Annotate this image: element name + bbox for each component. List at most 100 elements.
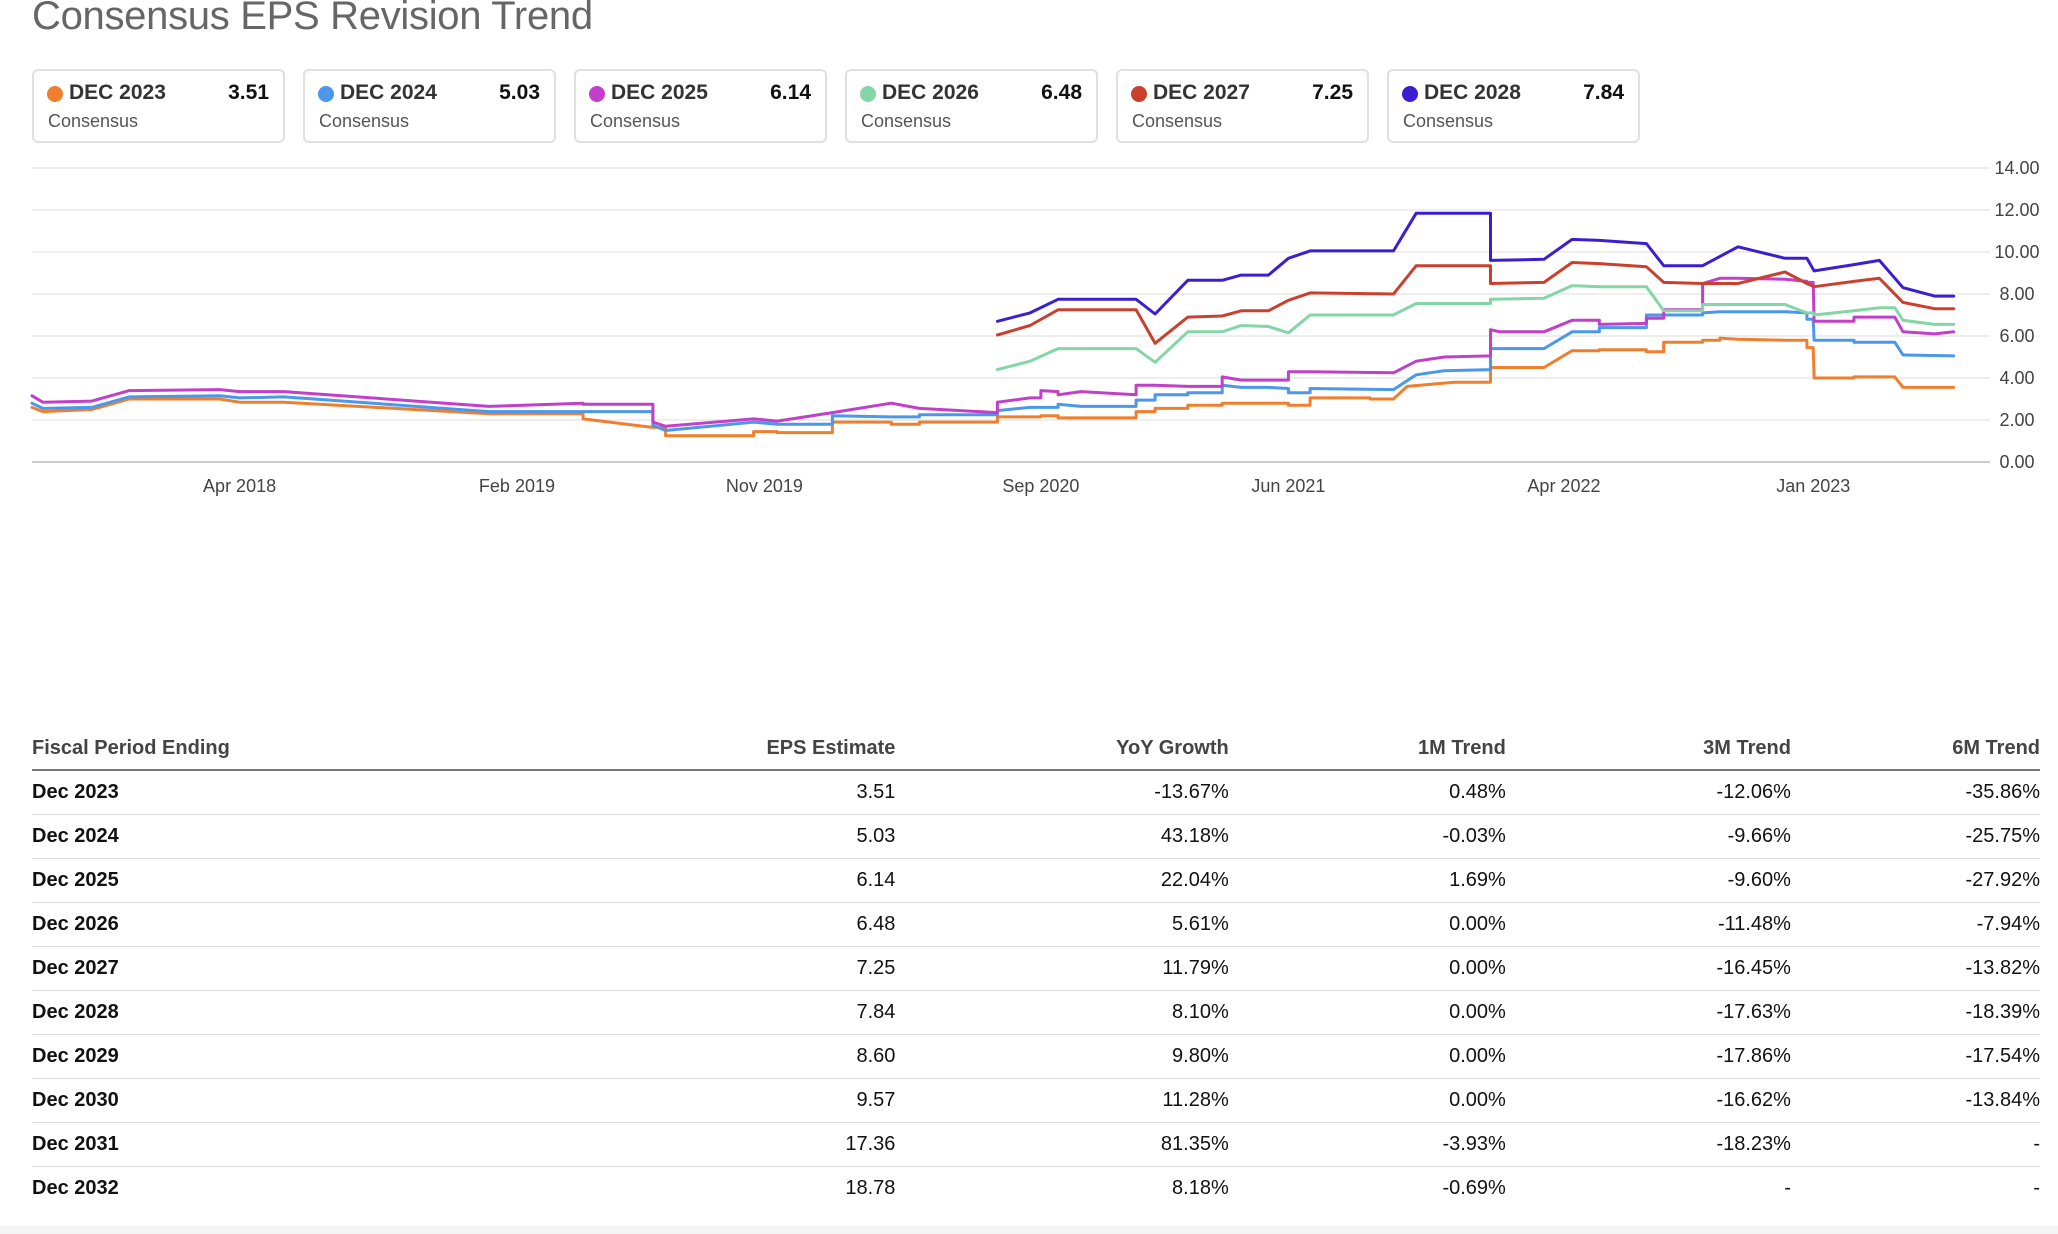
cell-eps-estimate: 3.51 [473, 770, 896, 815]
header-6m-trend[interactable]: 6M Trend [1790, 737, 2040, 771]
cell-3m-trend: -16.45% [1505, 946, 1791, 991]
table-row[interactable]: Dec 2025 6.14 22.04% 1.69% -9.60% -27.92% [32, 858, 2040, 903]
y-tick-label: 10.00 [1994, 242, 2039, 262]
cell-1m-trend: 1.69% [1228, 858, 1506, 903]
header-fiscal-period[interactable]: Fiscal Period Ending [32, 737, 474, 771]
header-eps-estimate[interactable]: EPS Estimate [473, 737, 896, 771]
series-line-dec-2025[interactable] [30, 276, 1956, 428]
series-dot-icon [318, 86, 334, 102]
card-value: 6.14 [770, 81, 811, 104]
x-tick-label: Sep 2020 [1002, 476, 1079, 496]
table-row[interactable]: Dec 2026 6.48 5.61% 0.00% -11.48% -7.94% [32, 902, 2040, 947]
series-line-dec-2026[interactable] [995, 284, 1956, 372]
cell-fiscal-period: Dec 2025 [32, 858, 474, 903]
cell-6m-trend: -7.94% [1790, 902, 2040, 947]
card-period: DEC 2023 [69, 81, 166, 104]
cell-eps-estimate: 18.78 [845, 1177, 896, 1199]
footer-band [0, 1226, 2058, 1234]
x-tick-label: Apr 2022 [1527, 476, 1600, 496]
cell-fiscal-period: Dec 2027 [32, 946, 474, 991]
card-period: DEC 2026 [882, 81, 979, 104]
cell-3m-trend: -17.63% [1505, 990, 1791, 1035]
table-row[interactable]: Dec 2029 8.60 9.80% 0.00% -17.86% -17.54% [32, 1034, 2040, 1079]
x-tick-label: Apr 2018 [203, 476, 276, 496]
x-tick-label: Feb 2019 [479, 476, 555, 496]
cell-3m-trend: -16.62% [1505, 1078, 1791, 1123]
cell-3m-trend: -18.23% [1505, 1122, 1791, 1167]
y-tick-label: 12.00 [1994, 200, 2039, 220]
series-line-dec-2023[interactable] [30, 336, 1956, 438]
cell-6m-trend: -27.92% [1790, 858, 2040, 903]
cell-fiscal-period: Dec 2029 [32, 1034, 474, 1079]
cell-eps-estimate: 6.48 [473, 902, 896, 947]
cell-yoy-growth: 11.79% [895, 946, 1229, 991]
cell-6m-trend: -25.75% [1790, 814, 2040, 859]
eps-revision-chart[interactable]: 0.00 2.00 4.00 6.00 8.00 10.00 12.00 14.00 Apr … [0, 150, 2058, 650]
table-row[interactable]: Dec 2031 17.36 81.35% -3.93% -18.23% - [32, 1122, 2040, 1167]
table-row[interactable]: Dec 2030 9.57 11.28% 0.00% -16.62% -13.84% [32, 1078, 2040, 1123]
grid-layer [32, 167, 1990, 463]
header-1m-trend[interactable]: 1M Trend [1228, 737, 1506, 771]
card-period: DEC 2027 [1153, 81, 1250, 104]
cell-3m-trend: -11.48% [1505, 902, 1791, 947]
card-label: Consensus [590, 111, 681, 131]
legend-card-dec-2023[interactable]: DEC 2023 3.51 Consensus [32, 69, 285, 143]
y-tick-label: 8.00 [1999, 284, 2034, 304]
header-3m-trend[interactable]: 3M Trend [1505, 737, 1791, 771]
table-row[interactable]: Dec 2032 18.78 8.18% -0.69% - - [32, 1167, 2040, 1211]
legend-card-dec-2025[interactable]: DEC 2025 6.14 Consensus [574, 69, 827, 143]
y-tick-label: 0.00 [1999, 452, 2034, 472]
series-line-dec-2024[interactable] [30, 310, 1956, 432]
cell-yoy-growth: -13.67% [895, 770, 1229, 815]
legend-card-dec-2024[interactable]: DEC 2024 5.03 Consensus [303, 69, 556, 143]
cell-1m-trend: -0.69% [1442, 1177, 1506, 1199]
cell-1m-trend: 0.00% [1228, 990, 1506, 1035]
legend-card-dec-2026[interactable]: DEC 2026 6.48 Consensus [845, 69, 1098, 143]
cell-6m-trend: -13.84% [1790, 1078, 2040, 1123]
cell-eps-estimate: 7.25 [473, 946, 896, 991]
card-value: 6.48 [1041, 81, 1082, 104]
cell-yoy-growth: 43.18% [895, 814, 1229, 859]
cell-6m-trend: -13.82% [1790, 946, 2040, 991]
table-header-row: Fiscal Period Ending EPS Estimate YoY Gr… [32, 737, 2040, 771]
series-layer [30, 211, 1956, 438]
cell-3m-trend: -9.66% [1505, 814, 1791, 859]
eps-estimates-table: Fiscal Period Ending EPS Estimate YoY Gr… [32, 737, 2040, 1210]
cell-6m-trend: -35.86% [1790, 770, 2040, 815]
card-label: Consensus [1403, 111, 1494, 131]
cell-1m-trend: 0.00% [1228, 1078, 1506, 1123]
cell-eps-estimate: 8.60 [473, 1034, 896, 1079]
cell-3m-trend: -12.06% [1505, 770, 1791, 815]
cell-yoy-growth: 11.28% [895, 1078, 1229, 1123]
card-label: Consensus [861, 111, 952, 131]
cell-fiscal-period: Dec 2024 [32, 814, 474, 859]
legend-card-dec-2028[interactable]: DEC 2028 7.84 Consensus [1387, 69, 1640, 143]
header-yoy-growth[interactable]: YoY Growth [895, 737, 1229, 771]
series-line-dec-2028[interactable] [995, 211, 1956, 323]
table-row[interactable]: Dec 2024 5.03 43.18% -0.03% -9.66% -25.75% [32, 814, 2040, 859]
cell-1m-trend: 0.00% [1228, 902, 1506, 947]
cell-1m-trend: 0.00% [1228, 946, 1506, 991]
table-row[interactable]: Dec 2028 7.84 8.10% 0.00% -17.63% -18.39% [32, 990, 2040, 1035]
series-line-dec-2027[interactable] [995, 261, 1956, 345]
cell-3m-trend: -9.60% [1505, 858, 1791, 903]
cell-6m-trend: -18.39% [1790, 990, 2040, 1035]
x-tick-label: Jan 2023 [1776, 476, 1850, 496]
cell-1m-trend: -3.93% [1228, 1122, 1506, 1167]
cell-3m-trend: -17.86% [1505, 1034, 1791, 1079]
legend-card-dec-2027[interactable]: DEC 2027 7.25 Consensus [1116, 69, 1369, 143]
cell-6m-trend: -17.54% [1790, 1034, 2040, 1079]
card-label: Consensus [319, 111, 410, 131]
cell-fiscal-period: Dec 2030 [32, 1078, 474, 1123]
cell-eps-estimate: 9.57 [473, 1078, 896, 1123]
y-tick-label: 2.00 [1999, 410, 2034, 430]
series-dot-icon [860, 86, 876, 102]
cell-eps-estimate: 6.14 [473, 858, 896, 903]
cell-eps-estimate: 5.03 [473, 814, 896, 859]
table-row[interactable]: Dec 2027 7.25 11.79% 0.00% -16.45% -13.82% [32, 946, 2040, 991]
card-period: DEC 2025 [611, 81, 708, 104]
cell-yoy-growth: 8.10% [895, 990, 1229, 1035]
x-tick-label: Nov 2019 [726, 476, 803, 496]
card-value: 5.03 [499, 81, 540, 104]
table-row[interactable]: Dec 2023 3.51 -13.67% 0.48% -12.06% -35.86% [32, 770, 2040, 815]
